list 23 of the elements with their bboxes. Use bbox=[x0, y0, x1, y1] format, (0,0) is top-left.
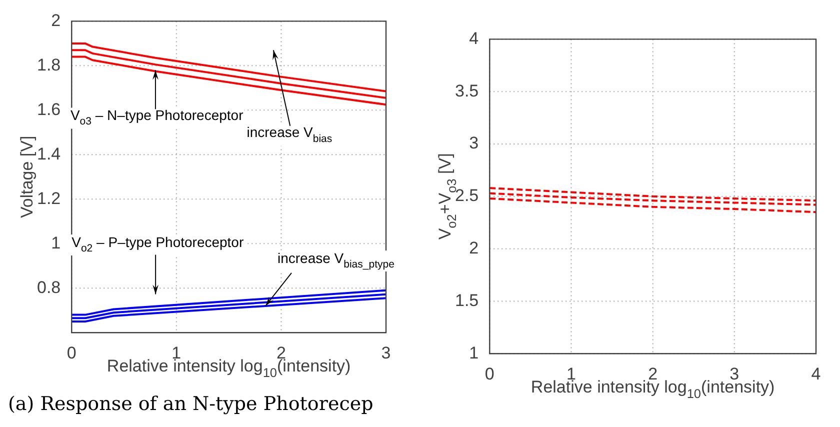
y-tick-label: 4 bbox=[469, 28, 479, 48]
y-tick-label: 3.5 bbox=[454, 81, 479, 100]
y-tick-label: 2 bbox=[469, 238, 479, 258]
line-series bbox=[490, 192, 816, 206]
text: (a) Response of an N-type Photorecep bbox=[8, 393, 374, 415]
x-tick-label: 4 bbox=[811, 364, 821, 384]
y-tick-label: 1.4 bbox=[36, 144, 61, 164]
x-tick-label: 3 bbox=[730, 364, 740, 384]
y-axis-title: Voltage [V] bbox=[17, 136, 36, 218]
y-tick-label: 1 bbox=[51, 233, 61, 252]
y-tick-label: 1.2 bbox=[36, 188, 61, 208]
y-tick-label: 0.8 bbox=[36, 278, 61, 297]
y-tick-label: 1.5 bbox=[454, 290, 479, 310]
x-tick-label: 3 bbox=[381, 343, 391, 362]
y-tick-label: 1.6 bbox=[36, 100, 61, 119]
y-tick-label: 3 bbox=[469, 134, 479, 153]
line-series bbox=[490, 197, 816, 214]
y-tick-label: 1.8 bbox=[36, 55, 61, 74]
x-tick-label: 0 bbox=[484, 364, 494, 384]
y-tick-label: 2 bbox=[51, 10, 61, 30]
line-series bbox=[490, 187, 816, 202]
x-tick-label: 0 bbox=[66, 343, 76, 362]
x-tick-label: 2 bbox=[648, 364, 658, 384]
